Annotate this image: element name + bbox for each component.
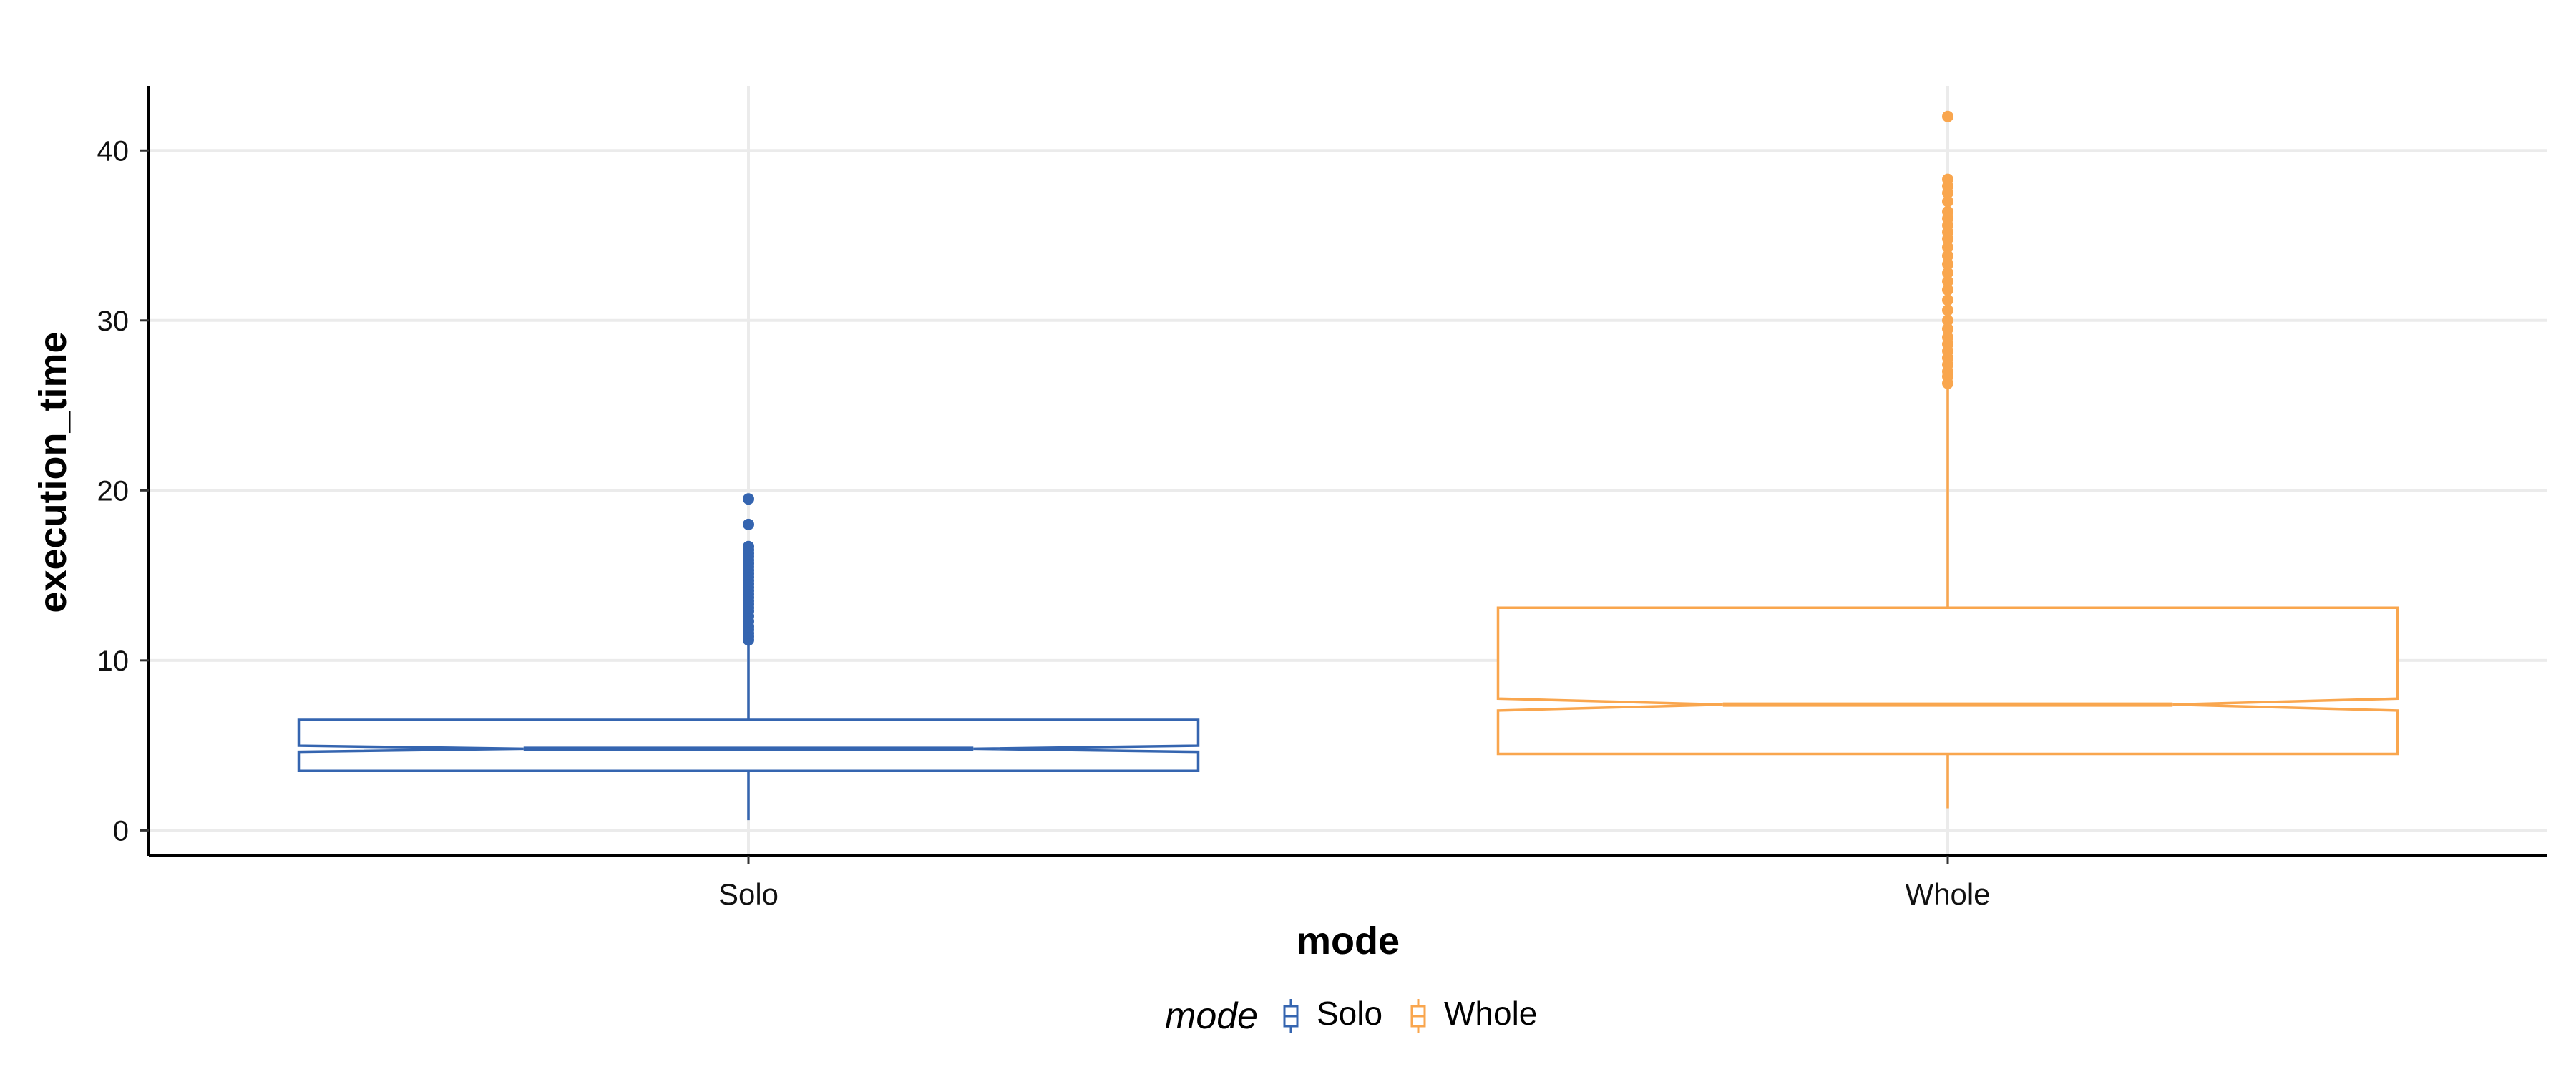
outlier-point <box>1942 205 1953 218</box>
x-tick-label: Solo <box>718 877 779 911</box>
outlier-point <box>1942 173 1953 185</box>
outlier-point <box>1942 323 1953 335</box>
outlier-point <box>1942 258 1953 271</box>
outlier-point <box>743 518 754 530</box>
boxes <box>297 388 2399 821</box>
outlier-point <box>1942 267 1953 279</box>
tick-labels: 0 10 20 30 40 Solo Whole <box>97 135 1991 911</box>
outlier-point <box>1942 284 1953 296</box>
gridlines <box>149 86 2547 856</box>
legend: mode Solo Whole <box>1165 995 1537 1037</box>
outlier-point <box>1942 304 1953 316</box>
y-axis-title: execution_time <box>31 331 74 613</box>
axes <box>147 86 2547 857</box>
outlier-point <box>743 493 754 505</box>
y-tick-label: 40 <box>97 135 130 167</box>
notched-box <box>1496 606 2399 756</box>
outlier-point <box>743 540 754 552</box>
y-tick-label: 30 <box>97 306 130 337</box>
legend-label: Solo <box>1317 995 1382 1032</box>
x-tick-label: Whole <box>1905 877 1990 911</box>
outlier-point <box>1942 110 1953 122</box>
outlier-point <box>1942 241 1953 253</box>
legend-title: mode <box>1165 995 1258 1037</box>
y-tick-label: 0 <box>113 815 129 847</box>
y-tick-label: 20 <box>97 475 130 507</box>
outlier-point <box>1942 314 1953 326</box>
outlier-point <box>1942 195 1953 208</box>
outlier-points <box>743 110 1953 646</box>
outlier-point <box>1942 294 1953 306</box>
outlier-point <box>1942 331 1953 343</box>
outlier-point <box>1942 250 1953 262</box>
legend-label: Whole <box>1444 995 1537 1032</box>
y-tick-label: 10 <box>97 645 130 677</box>
outlier-point <box>1942 276 1953 288</box>
notched-box <box>297 718 1200 772</box>
x-axis-title: mode <box>1297 920 1400 963</box>
